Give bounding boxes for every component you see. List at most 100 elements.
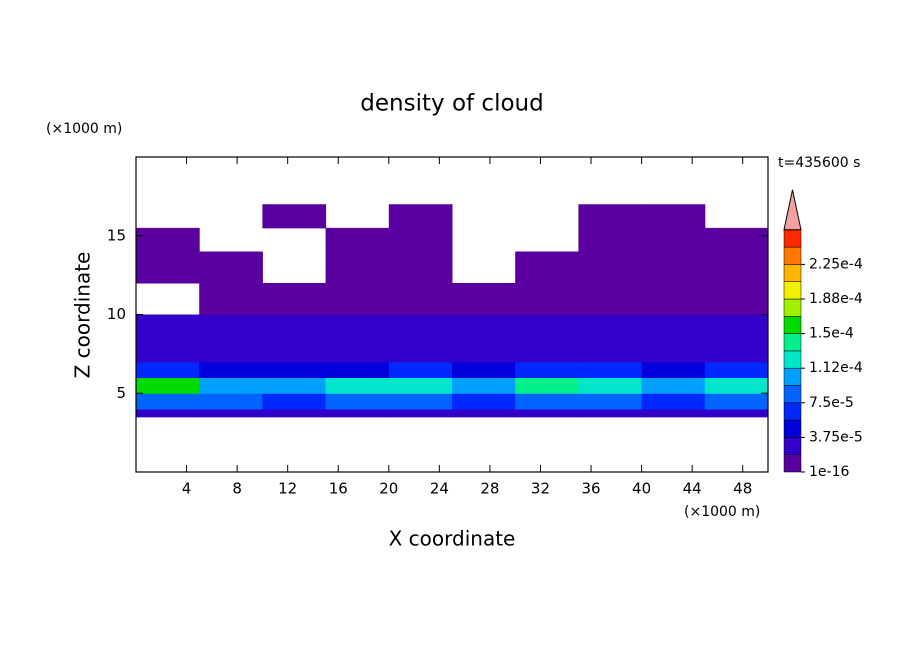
field-cell (704, 346, 769, 363)
field-cell (641, 393, 706, 410)
field-cell (578, 204, 643, 229)
colorbar-swatch (783, 402, 802, 421)
field-cell (641, 283, 706, 315)
field-cell (515, 377, 579, 394)
field-cell (325, 377, 390, 394)
colorbar-label: 2.25e-4 (809, 256, 863, 272)
field-cell (136, 346, 200, 363)
colorbar-swatch (783, 454, 802, 473)
colorbar-swatch (783, 385, 802, 404)
field-cell (262, 393, 327, 410)
colorbar-swatch (783, 281, 802, 300)
x-tick-label: 16 (329, 480, 348, 498)
field-cell (136, 409, 200, 418)
contour-field (136, 204, 769, 418)
field-cell (704, 409, 769, 418)
colorbar-label: 3.75e-5 (809, 429, 863, 445)
field-cell (388, 251, 453, 284)
field-cell (641, 314, 706, 347)
field-cell (515, 409, 579, 418)
field-cell (325, 409, 390, 418)
field-cell (325, 283, 390, 315)
field-cell (136, 227, 200, 252)
field-cell (199, 314, 263, 347)
field-cell (199, 377, 263, 394)
x-tick-label: 44 (683, 480, 702, 498)
field-cell (136, 314, 200, 347)
x-tick-label: 8 (232, 480, 242, 498)
field-cell (199, 346, 263, 363)
colorbar-swatch (783, 246, 802, 265)
field-cell (515, 346, 579, 363)
colorbar-swatch (783, 229, 802, 248)
colorbar-swatch (783, 264, 802, 282)
field-cell (515, 393, 579, 410)
colorbar-swatch (783, 437, 802, 455)
field-cell (578, 393, 643, 410)
field-cell (452, 393, 516, 410)
colorbar-swatch (783, 316, 802, 334)
colorbar-label: 1.88e-4 (809, 291, 863, 307)
colorbar-swatch (783, 350, 802, 369)
field-cell (578, 409, 643, 418)
field-cell (199, 251, 263, 284)
field-cell (641, 251, 706, 284)
x-tick-label: 12 (278, 480, 297, 498)
x-tick-label: 4 (182, 480, 192, 498)
field-cell (578, 361, 643, 378)
colorbar-over (783, 189, 802, 231)
field-cell (388, 314, 453, 347)
field-cell (704, 393, 769, 410)
colorbar-label: 1.12e-4 (809, 360, 863, 376)
field-cell (388, 393, 453, 410)
field-cell (641, 204, 706, 229)
field-cell (704, 361, 769, 378)
x-axis-title: X coordinate (389, 527, 516, 551)
field-cell (136, 377, 200, 394)
chart-title: density of cloud (360, 91, 543, 117)
colorbar-swatch (783, 298, 802, 317)
field-cell (325, 361, 390, 378)
field-cell (262, 377, 327, 394)
colorbar-label: 7.5e-5 (809, 395, 854, 411)
field-cell (452, 361, 516, 378)
field-cell (578, 314, 643, 347)
field-cell (262, 204, 327, 229)
field-cell (578, 377, 643, 394)
field-cell (388, 346, 453, 363)
field-cell (325, 314, 390, 347)
field-cell (199, 409, 263, 418)
field-cell (262, 346, 327, 363)
field-cell (388, 227, 453, 252)
time-label: t=435600 s (778, 155, 860, 171)
field-cell (515, 361, 579, 378)
field-cell (515, 251, 579, 284)
field-cell (452, 283, 516, 315)
field-cell (704, 314, 769, 347)
field-cell (578, 227, 643, 252)
field-cell (452, 346, 516, 363)
colorbar-swatch (783, 333, 802, 352)
field-cell (388, 409, 453, 418)
x-unit: (×1000 m) (684, 504, 760, 520)
field-cell (388, 377, 453, 394)
field-cell (641, 409, 706, 418)
field-cell (136, 251, 200, 284)
field-cell (388, 361, 453, 378)
field-cell (388, 204, 453, 229)
x-tick-label: 20 (379, 480, 398, 498)
x-tick-label: 28 (480, 480, 499, 498)
field-cell (578, 251, 643, 284)
field-cell (325, 393, 390, 410)
field-cell (136, 361, 200, 378)
x-tick-label: 48 (733, 480, 752, 498)
field-cell (262, 283, 327, 315)
field-cell (641, 346, 706, 363)
x-tick-label: 24 (430, 480, 449, 498)
field-cell (641, 377, 706, 394)
field-cell (199, 283, 263, 315)
field-cell (578, 283, 643, 315)
field-cell (325, 251, 390, 284)
